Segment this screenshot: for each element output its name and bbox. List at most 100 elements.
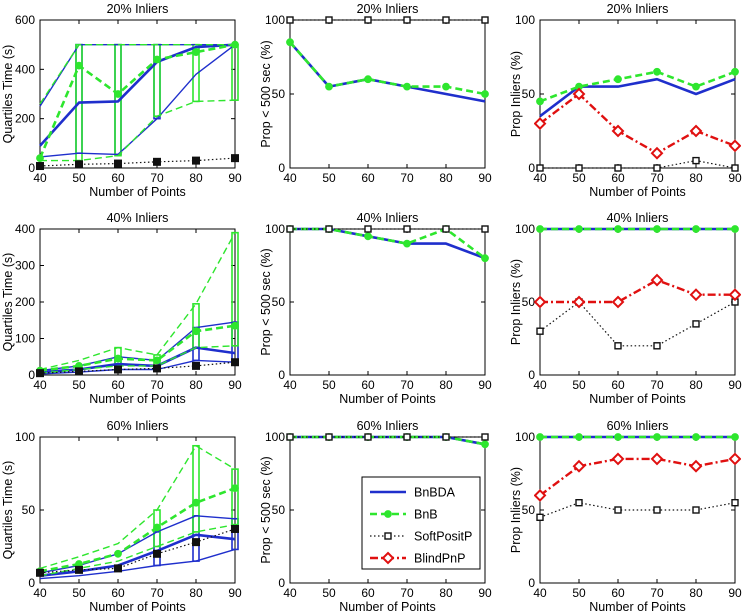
quartile-box [192,303,200,349]
legend-label: SoftPositP [414,530,472,544]
series-line-blindpnp [540,278,735,304]
x-tick-label: 50 [572,171,586,185]
chart-title: 40% Inliers [357,211,419,225]
data-point [231,154,239,163]
data-point [536,97,544,106]
y-axis-label: Quartiles Time (s) [1,253,15,352]
plot-frame [289,19,486,169]
data-point [325,433,333,441]
x-tick-label: 80 [689,378,703,392]
series-line-softpositp [39,157,236,167]
data-point [534,295,547,309]
series-line-bnb [289,41,486,96]
x-tick-label: 70 [400,171,414,185]
data-point [692,320,700,328]
plot-area [286,433,489,449]
data-point [192,48,200,56]
data-point [114,159,122,168]
data-point [481,16,489,24]
x-axis-label: Number of Points [89,600,186,614]
data-point [534,117,547,131]
data-point [364,16,372,24]
data-point [572,295,586,309]
y-tick-label: 200 [15,295,35,309]
x-tick-label: 90 [478,586,492,600]
data-point [153,364,161,373]
series-line-bnb [539,70,736,103]
data-point [231,484,239,493]
x-tick-label: 60 [611,171,625,185]
data-point [231,358,239,367]
data-point [231,524,239,533]
plot-area [534,67,741,172]
x-tick-label: 90 [728,171,742,185]
quartile-box [75,43,83,155]
data-point [653,164,661,172]
quartile-box [153,43,161,118]
data-point [692,156,700,165]
plot-frame [39,436,236,584]
data-point [192,361,200,370]
plot-frame [289,228,486,376]
legend-marker [384,510,392,518]
y-tick-label: 400 [15,62,35,76]
x-tick-label: 80 [189,586,203,600]
data-point [192,156,200,165]
y-tick-label: 0 [28,368,35,382]
series-line-bnb [39,523,236,577]
x-tick-label: 70 [400,586,414,600]
data-point [192,327,200,336]
x-tick-label: 40 [533,171,547,185]
y-tick-label: 200 [15,112,35,126]
data-point [114,365,122,374]
chart-4: 40% Inliers 40 50 60 70 80 90 0 100 200 300 400 Numb… [1,211,242,406]
y-tick-label: 300 [15,259,35,273]
data-point [653,225,661,233]
x-tick-label: 40 [533,586,547,600]
data-point [153,523,161,532]
data-point [731,433,739,441]
plot-area [286,16,489,103]
data-point [653,506,661,514]
data-point [192,498,200,507]
x-tick-label: 70 [150,586,164,600]
y-tick-label: 50 [522,87,536,101]
y-tick-label: 0 [278,576,285,590]
data-point [614,225,622,233]
data-point [689,124,703,138]
y-tick-label: 100 [265,222,285,236]
data-point [325,82,333,91]
x-tick-label: 60 [111,171,125,185]
chart-8: 60% Inliers 40 50 60 70 80 90 0 50 100 Number of P… [259,419,492,614]
data-point [575,433,583,441]
data-point [325,16,333,24]
chart-5: 40% Inliers 40 50 60 70 80 90 0 50 100 Number of P… [259,211,492,406]
data-point [442,225,450,233]
data-point [653,433,661,441]
series-line-bnb [38,43,236,159]
data-point [442,433,450,441]
x-axis-label: Number of Points [339,392,436,406]
series-line-bnb [40,99,236,162]
chart-title: 20% Inliers [607,2,669,16]
data-point [536,513,544,521]
data-point [536,164,544,172]
data-point [728,452,741,466]
x-tick-label: 70 [400,378,414,392]
y-tick-label: 600 [15,13,35,27]
x-tick-label: 50 [322,586,336,600]
data-point [614,506,622,514]
x-tick-label: 60 [111,378,125,392]
data-point [614,164,622,172]
data-point [153,55,161,64]
chart-title: 60% Inliers [357,419,419,433]
chart-6: 40% Inliers 40 50 60 70 80 90 0 50 100 Number of P… [509,211,742,406]
x-tick-label: 70 [150,378,164,392]
x-axis-label: Number of Points [589,600,686,614]
y-tick-label: 0 [278,161,285,175]
legend-marker [381,551,395,565]
series-line-softpositp [539,502,736,518]
plot-area [534,433,741,521]
data-point [536,225,544,233]
